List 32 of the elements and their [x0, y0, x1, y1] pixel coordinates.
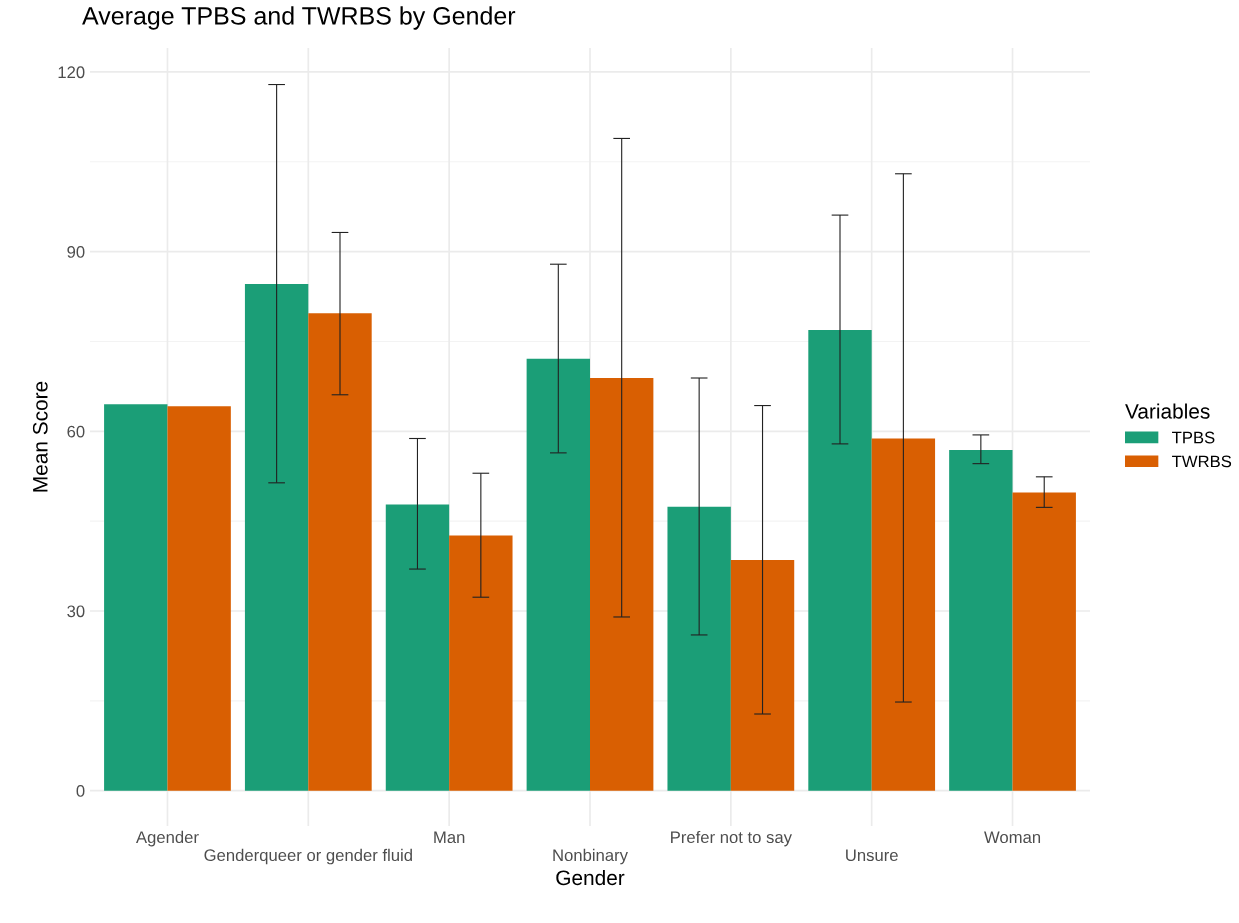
x-tick-label: Genderqueer or gender fluid	[204, 848, 412, 865]
x-tick-label: Nonbinary	[553, 848, 628, 865]
bar	[385, 504, 450, 791]
bar	[244, 283, 309, 791]
bar	[808, 330, 872, 791]
bar	[667, 506, 731, 791]
bar	[167, 406, 231, 791]
bar	[1012, 492, 1076, 791]
y-tick-label: 0	[76, 785, 85, 797]
legend-label: TWRBS	[1172, 455, 1232, 468]
bar	[526, 358, 590, 791]
bar	[590, 378, 654, 791]
x-tick-label: Agender	[135, 830, 199, 847]
bar	[449, 535, 513, 791]
x-tick-label: Prefer not to say	[671, 830, 792, 847]
chart-title: Average TPBS and TWRBS by Gender	[82, 6, 516, 30]
y-tick-label: 90	[67, 246, 85, 258]
x-tick-label: Woman	[984, 831, 1041, 844]
bar	[730, 560, 795, 791]
y-tick-label: 60	[67, 425, 85, 438]
y-tick-label: 30	[67, 605, 85, 618]
legend-title: Variables	[1125, 403, 1210, 419]
x-tick-label: Man	[434, 831, 465, 844]
bar	[949, 449, 1013, 791]
y-axis-title: Mean Score	[32, 381, 48, 492]
y-tick-label: 120	[58, 66, 85, 79]
x-tick-label: Unsure	[846, 849, 898, 862]
x-axis-title: Gender	[556, 869, 625, 886]
bar	[308, 313, 372, 791]
bar	[104, 404, 168, 791]
legend-label: TPBS	[1172, 431, 1215, 444]
bar	[871, 438, 936, 791]
